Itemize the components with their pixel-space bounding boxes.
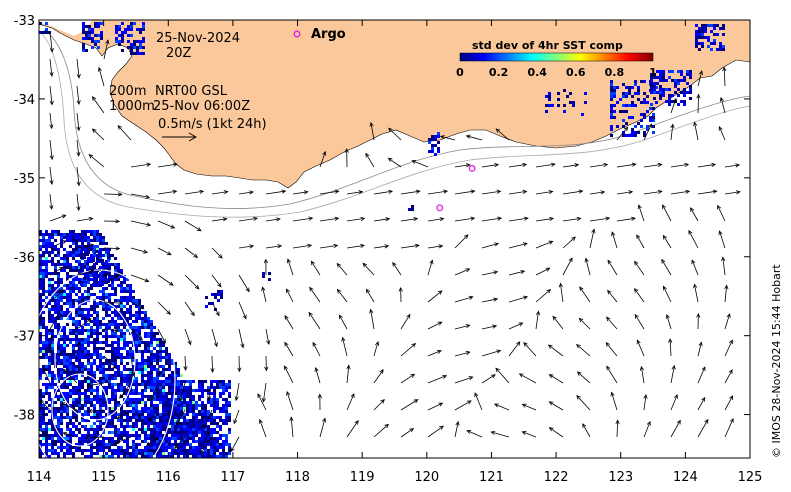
x-tick-label: 124 bbox=[673, 470, 698, 485]
date-label: 25-Nov-2024 bbox=[156, 31, 240, 46]
scale-arrow bbox=[162, 132, 197, 142]
x-tick-label: 119 bbox=[350, 470, 375, 485]
x-tick-label: 125 bbox=[738, 470, 763, 485]
y-axis: -33 -34 -35 -36 -37 -38 bbox=[14, 14, 750, 424]
x-axis: 114 115 116 117 118 119 120 121 122 123 124 125 bbox=[27, 20, 763, 485]
legend-tick-label: 0.8 bbox=[605, 66, 625, 79]
legend-tick-label: 0.6 bbox=[566, 66, 586, 79]
x-tick-label: 117 bbox=[220, 470, 245, 485]
time-label: 20Z bbox=[166, 46, 192, 61]
product-label: NRT00 GSL bbox=[155, 84, 228, 99]
contour-1000m bbox=[39, 31, 750, 218]
legend-ticks: 0 0.2 0.4 0.6 0.8 1 bbox=[456, 66, 657, 79]
x-tick-label: 116 bbox=[156, 470, 181, 485]
y-tick-label: -37 bbox=[14, 330, 35, 345]
y-tick-label: -33 bbox=[14, 14, 35, 29]
scale-label: 0.5m/s (1kt 24h) bbox=[158, 117, 267, 132]
argo-float-marker bbox=[468, 164, 476, 172]
depth-label-200: 200m bbox=[109, 84, 146, 99]
legend-tick-label: 0 bbox=[456, 66, 464, 79]
y-tick-label: -34 bbox=[14, 93, 35, 108]
contour-200m bbox=[43, 29, 750, 209]
legend-title: std dev of 4hr SST comp bbox=[472, 39, 623, 52]
argo-label: Argo bbox=[311, 27, 346, 42]
ocean-corner bbox=[39, 20, 92, 36]
plot-frame bbox=[38, 19, 751, 459]
legend-tick-label: 1 bbox=[649, 66, 657, 79]
product-time-label: 25-Nov 06:00Z bbox=[153, 99, 250, 114]
x-tick-label: 122 bbox=[544, 470, 569, 485]
argo-float-marker bbox=[436, 204, 444, 212]
x-tick-label: 114 bbox=[27, 470, 52, 485]
x-tick-label: 115 bbox=[91, 470, 116, 485]
x-tick-label: 118 bbox=[285, 470, 310, 485]
argo-floats bbox=[436, 164, 476, 212]
current-vectors bbox=[39, 31, 741, 455]
x-tick-label: 121 bbox=[479, 470, 504, 485]
x-tick-label: 120 bbox=[414, 470, 439, 485]
argo-legend-marker bbox=[293, 30, 301, 38]
y-tick-label: -35 bbox=[14, 172, 35, 187]
legend-tick-label: 0.4 bbox=[527, 66, 547, 79]
depth-label-1000: 1000m bbox=[109, 99, 155, 114]
legend-tick-label: 0.2 bbox=[489, 66, 509, 79]
colorbar bbox=[459, 52, 654, 62]
x-tick-label: 123 bbox=[608, 470, 633, 485]
y-tick-label: -36 bbox=[14, 251, 35, 266]
credit-text: © IMOS 28-Nov-2024 15:44 Hobart bbox=[770, 264, 783, 458]
y-tick-label: -38 bbox=[14, 409, 35, 424]
eddy-streamlines bbox=[39, 269, 176, 458]
